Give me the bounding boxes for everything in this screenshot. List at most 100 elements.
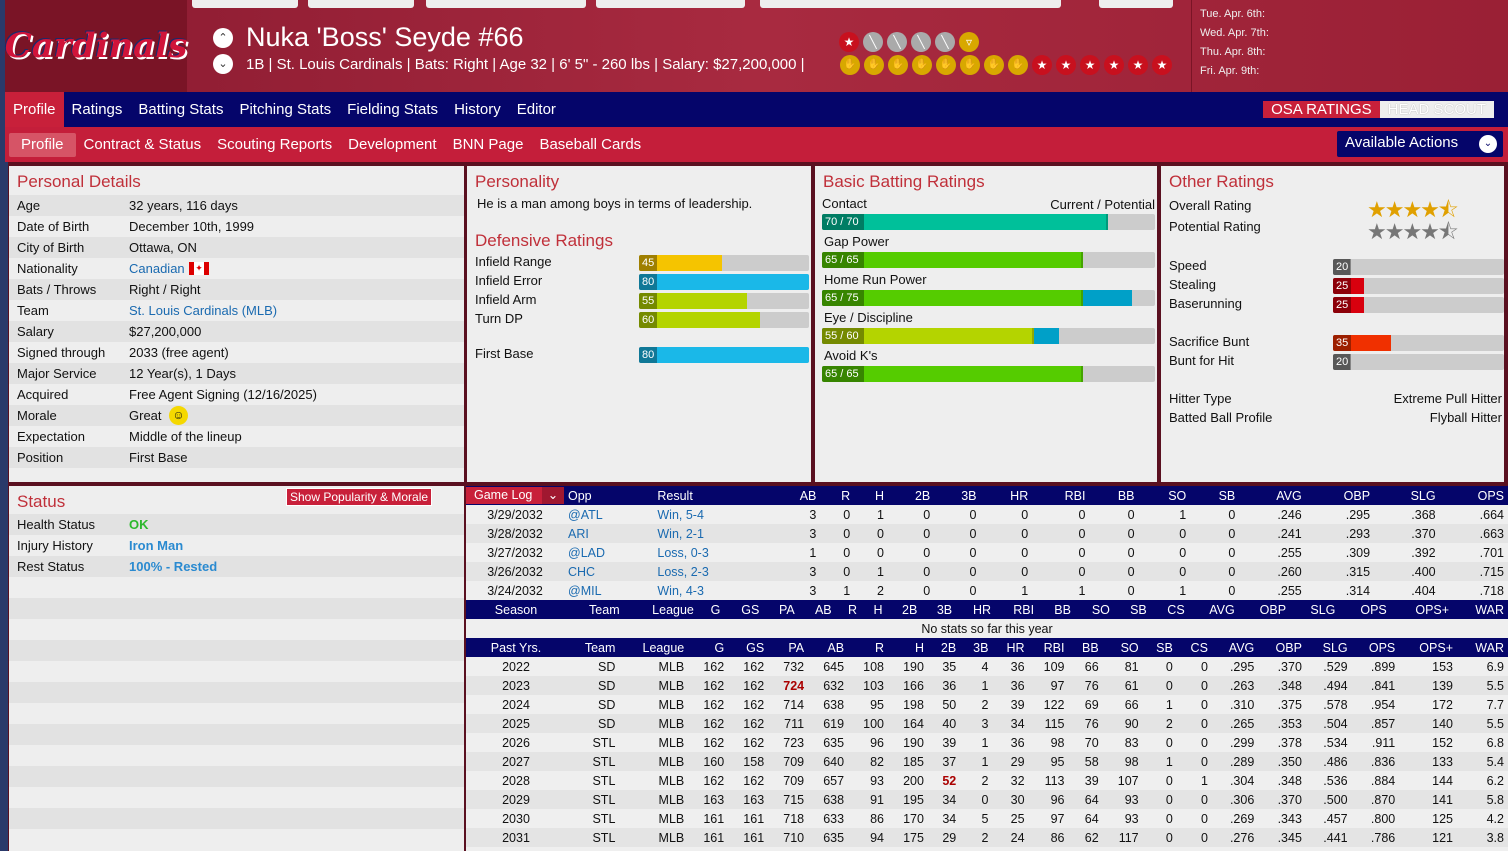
tab-profile[interactable]: Profile bbox=[5, 92, 64, 127]
column-header[interactable]: Opp bbox=[564, 486, 654, 505]
column-header[interactable]: R bbox=[820, 486, 855, 505]
column-header[interactable]: HR bbox=[980, 486, 1033, 505]
column-header[interactable]: SB bbox=[1190, 486, 1240, 505]
column-header[interactable]: Team bbox=[566, 600, 624, 619]
column-header[interactable]: Result bbox=[653, 486, 772, 505]
top-tab[interactable] bbox=[308, 0, 414, 8]
column-header[interactable]: OPS bbox=[1339, 600, 1391, 619]
column-header[interactable]: CS bbox=[1150, 600, 1189, 619]
cell[interactable]: Win, 2-1 bbox=[653, 524, 772, 543]
top-tab[interactable] bbox=[192, 0, 298, 8]
column-header[interactable]: WAR bbox=[1457, 638, 1508, 657]
subtab-bnn-page[interactable]: BNN Page bbox=[452, 135, 524, 153]
column-header[interactable]: AB bbox=[808, 638, 849, 657]
column-header[interactable]: BB bbox=[1038, 600, 1075, 619]
column-header[interactable]: SLG bbox=[1374, 486, 1440, 505]
column-header[interactable]: RBI bbox=[1032, 486, 1090, 505]
next-player-button[interactable]: ⌄ bbox=[213, 54, 233, 74]
column-header[interactable]: OBP bbox=[1305, 486, 1375, 505]
column-header[interactable]: BB bbox=[1068, 638, 1103, 657]
column-header[interactable]: 3B bbox=[934, 486, 981, 505]
column-header[interactable]: G bbox=[688, 638, 729, 657]
subtab-scouting-reports[interactable]: Scouting Reports bbox=[217, 135, 333, 153]
column-header[interactable]: OBP bbox=[1258, 638, 1306, 657]
tab-history[interactable]: History bbox=[454, 101, 501, 118]
top-tab[interactable] bbox=[1099, 0, 1173, 8]
column-header[interactable]: GS bbox=[728, 638, 769, 657]
column-header[interactable]: HR bbox=[956, 600, 996, 619]
column-header[interactable]: SB bbox=[1142, 638, 1177, 657]
available-actions-button[interactable]: Available Actions ⌄ bbox=[1337, 131, 1503, 157]
stats-view-select[interactable]: Game Log ⌄ bbox=[466, 487, 564, 504]
cell[interactable]: ARI bbox=[564, 524, 654, 543]
column-header[interactable]: GS bbox=[724, 600, 764, 619]
column-header[interactable]: SO bbox=[1074, 600, 1114, 619]
head-scout-button[interactable]: HEAD SCOUT bbox=[1379, 101, 1494, 118]
column-header[interactable]: SO bbox=[1102, 638, 1143, 657]
cell[interactable]: Loss, 2-3 bbox=[653, 562, 772, 581]
subtab-baseball-cards[interactable]: Baseball Cards bbox=[539, 135, 642, 153]
column-header[interactable]: League bbox=[619, 638, 689, 657]
column-header[interactable]: BB bbox=[1089, 486, 1139, 505]
cell[interactable]: Win, 4-3 bbox=[653, 581, 772, 600]
column-header[interactable]: Past Yrs. bbox=[466, 638, 566, 657]
top-tab[interactable] bbox=[596, 0, 745, 8]
column-header[interactable]: AVG bbox=[1211, 638, 1259, 657]
tab-editor[interactable]: Editor bbox=[516, 101, 556, 118]
column-header[interactable]: AVG bbox=[1239, 486, 1306, 505]
subtab-contract-status[interactable]: Contract & Status bbox=[83, 135, 202, 153]
column-header[interactable]: Season bbox=[466, 600, 566, 619]
previous-player-button[interactable]: ⌃ bbox=[213, 28, 233, 48]
column-header[interactable]: R bbox=[835, 600, 862, 619]
column-header[interactable]: CS bbox=[1176, 638, 1212, 657]
column-header[interactable]: PA bbox=[763, 600, 799, 619]
cell[interactable]: CHC bbox=[564, 562, 654, 581]
column-header[interactable]: H bbox=[888, 638, 928, 657]
tab-batting-stats[interactable]: Batting Stats bbox=[138, 101, 224, 118]
column-header[interactable]: 2B bbox=[927, 638, 961, 657]
cell[interactable]: Loss, 0-3 bbox=[653, 543, 772, 562]
top-tab[interactable] bbox=[426, 0, 586, 8]
column-header[interactable]: AB bbox=[798, 600, 836, 619]
column-header[interactable]: OPS bbox=[1351, 638, 1400, 657]
tab-pitching-stats[interactable]: Pitching Stats bbox=[239, 101, 332, 118]
column-header[interactable]: SLG bbox=[1305, 638, 1352, 657]
detail-value[interactable]: Canadian bbox=[129, 261, 185, 276]
column-header[interactable]: 3B bbox=[921, 600, 957, 619]
cell[interactable]: @MIL bbox=[564, 581, 654, 600]
column-header[interactable]: OPS bbox=[1439, 486, 1508, 505]
column-header[interactable]: 3B bbox=[960, 638, 993, 657]
top-tab[interactable] bbox=[760, 0, 1061, 8]
column-header[interactable]: OPS+ bbox=[1399, 638, 1457, 657]
column-header[interactable]: OBP bbox=[1238, 600, 1291, 619]
detail-value[interactable]: St. Louis Cardinals (MLB) bbox=[129, 303, 278, 318]
column-header[interactable]: G bbox=[697, 600, 725, 619]
column-header[interactable]: RBI bbox=[995, 600, 1039, 619]
column-header[interactable]: HR bbox=[992, 638, 1029, 657]
osa-ratings-button[interactable]: OSA RATINGS bbox=[1263, 101, 1380, 118]
column-header[interactable]: SO bbox=[1138, 486, 1191, 505]
column-header[interactable]: H bbox=[854, 486, 888, 505]
cell[interactable]: @LAD bbox=[564, 543, 654, 562]
column-header[interactable]: 2B bbox=[886, 600, 922, 619]
column-header[interactable]: WAR bbox=[1453, 600, 1508, 619]
tab-fielding-stats[interactable]: Fielding Stats bbox=[347, 101, 439, 118]
column-header[interactable]: RBI bbox=[1028, 638, 1069, 657]
cell[interactable]: @ATL bbox=[564, 505, 654, 524]
subtab-development[interactable]: Development bbox=[348, 135, 437, 153]
column-header[interactable]: AVG bbox=[1188, 600, 1239, 619]
column-header[interactable]: SLG bbox=[1290, 600, 1340, 619]
tab-ratings[interactable]: Ratings bbox=[71, 101, 123, 118]
column-header[interactable]: OPS+ bbox=[1390, 600, 1454, 619]
column-header[interactable]: PA bbox=[768, 638, 809, 657]
cell[interactable]: Win, 5-4 bbox=[653, 505, 772, 524]
column-header[interactable]: H bbox=[861, 600, 887, 619]
column-header[interactable]: AB bbox=[771, 486, 821, 505]
column-header[interactable]: R bbox=[848, 638, 889, 657]
subtab-profile[interactable]: Profile bbox=[9, 132, 76, 157]
column-header[interactable]: SB bbox=[1113, 600, 1151, 619]
column-header[interactable]: Team bbox=[566, 638, 620, 657]
column-header[interactable]: League bbox=[623, 600, 698, 619]
show-popularity-morale-button[interactable]: Show Popularity & Morale bbox=[286, 488, 433, 506]
column-header[interactable]: 2B bbox=[888, 486, 935, 505]
